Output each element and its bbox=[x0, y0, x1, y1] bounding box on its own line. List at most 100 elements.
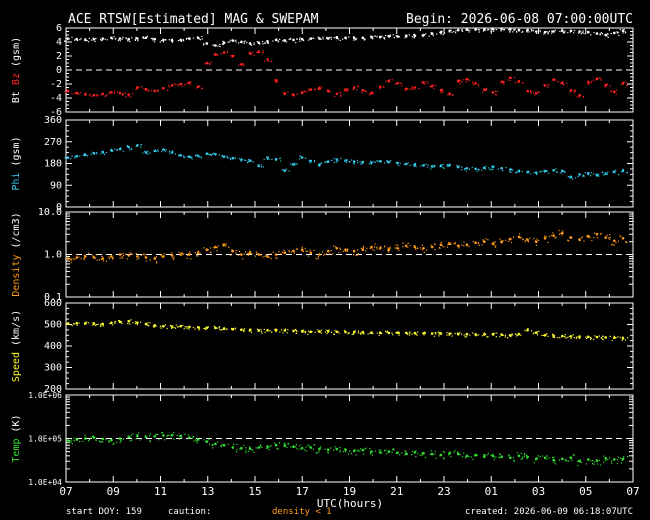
data-point bbox=[283, 329, 287, 332]
data-point-scatter bbox=[573, 32, 575, 34]
data-point-scatter bbox=[274, 442, 276, 444]
data-point-scatter bbox=[383, 37, 386, 39]
data-point-scatter bbox=[192, 436, 194, 438]
data-point-scatter bbox=[500, 30, 502, 32]
data-point-scatter bbox=[216, 250, 218, 252]
data-point-scatter bbox=[89, 439, 91, 441]
data-point-scatter bbox=[330, 38, 332, 40]
data-point-scatter bbox=[384, 38, 386, 40]
data-point-scatter bbox=[171, 41, 174, 43]
data-point-scatter bbox=[515, 82, 517, 84]
data-point-scatter bbox=[406, 163, 408, 165]
data-point-scatter bbox=[533, 238, 535, 240]
data-point-scatter bbox=[134, 323, 137, 325]
data-point-scatter bbox=[573, 336, 575, 339]
data-point-scatter bbox=[253, 42, 255, 44]
data-point-scatter bbox=[430, 166, 432, 168]
data-point-scatter bbox=[234, 328, 236, 330]
data-point-scatter bbox=[291, 163, 293, 165]
data-point-scatter bbox=[76, 155, 78, 157]
data-point-scatter bbox=[606, 234, 608, 236]
data-point-scatter bbox=[274, 329, 276, 331]
data-point-scatter bbox=[281, 169, 283, 171]
data-point-scatter bbox=[363, 333, 365, 335]
data-point-scatter bbox=[324, 448, 326, 450]
data-point-scatter bbox=[256, 51, 258, 54]
data-point-scatter bbox=[579, 95, 581, 97]
data-point-scatter bbox=[393, 37, 395, 39]
data-point-scatter bbox=[285, 168, 287, 170]
data-point-scatter bbox=[485, 168, 487, 170]
data-point-scatter bbox=[64, 90, 66, 92]
data-point-scatter bbox=[536, 173, 538, 176]
data-point-scatter bbox=[313, 37, 315, 39]
data-point-scatter bbox=[250, 331, 253, 333]
data-point-scatter bbox=[598, 335, 600, 337]
data-point-scatter bbox=[243, 41, 245, 43]
data-point-scatter bbox=[524, 241, 526, 243]
data-point-scatter bbox=[203, 247, 205, 249]
data-point-scatter bbox=[98, 259, 100, 261]
data-point-scatter bbox=[365, 90, 367, 93]
data-point-scatter bbox=[511, 169, 514, 171]
data-point-scatter bbox=[427, 82, 429, 84]
data-point-scatter bbox=[611, 244, 613, 246]
data-point-scatter bbox=[413, 33, 416, 35]
data-point-scatter bbox=[299, 448, 301, 450]
data-point-scatter bbox=[237, 254, 240, 256]
data-point-scatter bbox=[119, 441, 121, 443]
data-point-scatter bbox=[209, 62, 211, 65]
data-point bbox=[110, 321, 113, 325]
data-point-scatter bbox=[495, 94, 497, 96]
data-point-scatter bbox=[308, 445, 310, 447]
data-point bbox=[613, 458, 616, 461]
data-point-scatter bbox=[217, 54, 219, 56]
data-point-scatter bbox=[588, 236, 591, 238]
data-point-scatter bbox=[262, 50, 264, 52]
data-point-scatter bbox=[154, 258, 156, 260]
data-point-scatter bbox=[478, 85, 480, 87]
data-point-scatter bbox=[534, 94, 536, 96]
data-point-scatter bbox=[610, 91, 613, 93]
data-point-scatter bbox=[235, 252, 237, 254]
data-point-scatter bbox=[386, 331, 388, 333]
data-point-scatter bbox=[405, 88, 407, 90]
data-point bbox=[231, 249, 235, 253]
data-point-scatter bbox=[177, 40, 180, 42]
data-point bbox=[474, 167, 477, 171]
data-point-scatter bbox=[453, 31, 455, 33]
data-point-scatter bbox=[296, 163, 298, 165]
data-point-scatter bbox=[490, 168, 492, 170]
data-point-scatter bbox=[613, 335, 616, 337]
data-point-scatter bbox=[524, 456, 526, 458]
data-point-scatter bbox=[598, 77, 600, 79]
data-point-scatter bbox=[478, 29, 480, 31]
data-point-scatter bbox=[326, 253, 328, 255]
data-point-scatter bbox=[304, 247, 306, 249]
data-point-scatter bbox=[196, 255, 198, 257]
data-point-scatter bbox=[517, 81, 519, 83]
data-point-scatter bbox=[125, 96, 127, 98]
data-point-scatter bbox=[453, 451, 455, 453]
data-point-scatter bbox=[590, 460, 592, 462]
data-point-scatter bbox=[269, 330, 271, 332]
data-point-scatter bbox=[411, 36, 413, 38]
data-point-scatter bbox=[186, 82, 188, 84]
data-point-scatter bbox=[317, 329, 319, 331]
data-point-scatter bbox=[491, 165, 493, 167]
data-point-scatter bbox=[399, 162, 401, 164]
data-point-scatter bbox=[100, 325, 102, 327]
data-point-scatter bbox=[625, 81, 627, 83]
data-point-scatter bbox=[220, 445, 222, 447]
data-point bbox=[595, 232, 599, 236]
data-point-scatter bbox=[495, 245, 497, 247]
data-point bbox=[595, 32, 599, 35]
ytick-label-density: 0.1 bbox=[44, 292, 62, 303]
data-point-scatter bbox=[88, 252, 90, 254]
data-point-scatter bbox=[227, 41, 229, 43]
data-point-scatter bbox=[464, 336, 466, 338]
data-point-scatter bbox=[83, 257, 85, 259]
data-point-scatter bbox=[296, 38, 298, 40]
data-point-scatter bbox=[109, 323, 111, 325]
data-point-scatter bbox=[548, 172, 550, 174]
